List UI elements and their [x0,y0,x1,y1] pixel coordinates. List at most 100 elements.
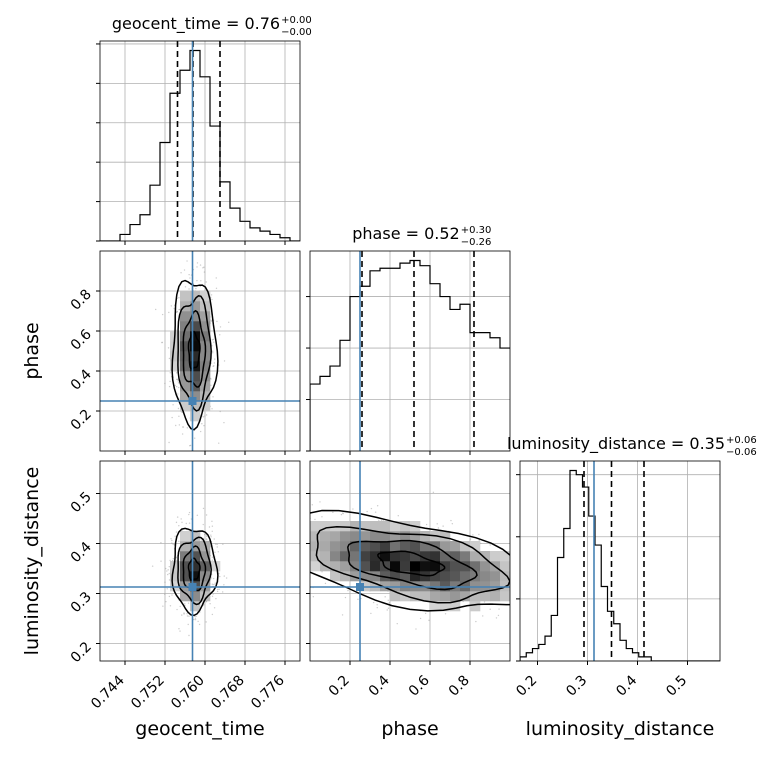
density-cell [380,531,391,542]
sample-point [179,605,181,608]
sample-point [168,311,170,314]
sample-point [223,584,225,586]
sample-point [205,514,208,516]
density-cell [360,581,371,592]
density-cell [390,531,401,542]
density-cell [180,561,191,572]
sample-point [529,592,530,593]
sample-point [522,582,523,583]
sample-point [512,574,513,575]
density-cell [440,541,451,552]
sample-point [212,396,214,398]
density-cell [320,551,331,562]
sample-point [290,575,291,576]
sample-point [188,511,191,514]
density-cell [360,561,371,572]
density-cell [410,561,421,572]
y-axis-label-luminosity_distance: luminosity_distance [21,467,43,656]
sample-point [208,526,211,528]
sample-point [215,277,217,279]
sample-point [352,508,354,510]
y-tick-label-phase: 0.2 [68,407,95,434]
density-cell [370,561,381,572]
sample-point [546,591,547,592]
sample-point [275,524,276,525]
sample-point [218,588,220,590]
sample-point [621,621,622,622]
sample-point [212,350,214,352]
sample-point [589,603,590,604]
sample-point [211,298,213,301]
density-cell [180,541,191,552]
y-tick-label-phase: 0.4 [68,366,95,393]
sample-point [568,603,569,604]
sample-point [450,519,452,522]
sample-point [188,522,191,524]
sample-point [590,640,591,641]
sample-point [165,567,167,570]
x-tick-label-geocent_time: 0.752 [128,673,168,713]
density-cell [200,401,211,412]
sample-point [177,386,180,389]
sample-point [289,526,290,527]
sample-point [210,384,212,387]
density-cell [430,571,441,582]
density-cell [400,571,411,582]
sample-point [552,583,553,584]
density-cell [190,571,201,582]
sample-point [341,614,344,616]
sample-point [168,595,171,598]
density-cell [440,561,451,572]
sample-point [177,382,180,384]
sample-point [522,573,523,574]
sample-point [218,442,220,444]
sample-point [511,603,512,604]
density-cell [310,521,321,532]
sample-point [183,269,186,271]
histogram-step-phase [310,259,510,451]
density-cell [450,581,461,592]
sample-point [186,613,188,615]
sample-point [281,538,282,539]
sample-point [424,612,427,615]
density-cell [360,551,371,562]
sample-point [388,602,391,604]
density-cell [480,551,491,562]
sample-point [219,575,221,578]
sample-point [437,527,440,529]
sample-point [211,583,214,585]
sample-point [187,623,189,626]
sample-point [211,530,213,532]
sample-point [175,311,178,314]
sample-point [376,604,378,606]
density-cell [450,591,461,602]
sample-point [168,579,171,581]
sample-point [211,408,213,410]
density-cell [330,531,341,542]
density-cell [190,551,201,562]
sample-point [210,294,213,296]
sample-point [303,542,304,543]
sample-point [482,615,484,617]
sample-point [542,585,543,586]
sample-point [225,577,228,579]
x-tick-label-phase: 0.8 [446,673,473,700]
sample-point [186,615,189,617]
sample-point [161,341,163,344]
sample-point [489,608,491,610]
density-cell [370,531,381,542]
sample-point [520,586,521,587]
density-cell [440,591,451,602]
sample-point [287,545,288,546]
sample-point [521,589,522,590]
density-cell [380,571,391,582]
sample-point [188,615,190,617]
sample-point [561,607,562,608]
sample-point [296,531,297,532]
sample-point [176,608,178,611]
sample-point [177,407,180,410]
density-cell [430,561,441,572]
density-cell [430,601,441,612]
density-cell [180,361,191,372]
sample-point [324,582,327,585]
